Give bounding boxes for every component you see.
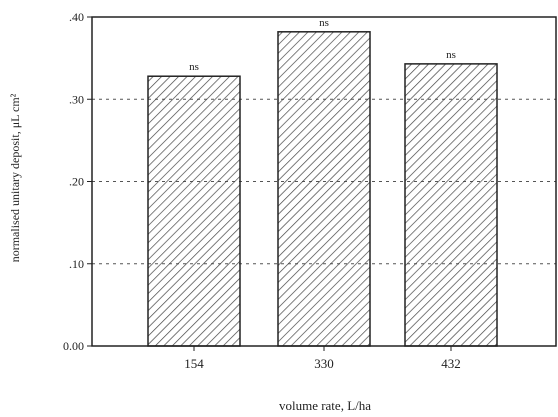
bar xyxy=(404,63,498,347)
y-axis-ticks: 0.00 .10 .20 .30 .40 xyxy=(63,10,92,353)
y-tick-label: .20 xyxy=(69,175,84,189)
y-tick-label: .10 xyxy=(69,257,84,271)
x-axis-label: volume rate, L/ha xyxy=(279,398,371,413)
x-tick-label: 154 xyxy=(184,356,204,371)
bar-significance-label: ns xyxy=(189,61,199,73)
y-tick-label: .30 xyxy=(69,92,84,106)
x-tick-label: 432 xyxy=(441,356,461,371)
bar xyxy=(147,75,241,347)
bars xyxy=(147,31,498,347)
y-axis-label: normalised unitary deposit, μL cm² xyxy=(8,93,22,262)
x-tick-label: 330 xyxy=(314,356,334,371)
x-axis-ticks: 154 330 432 xyxy=(184,346,461,371)
y-tick-label: 0.00 xyxy=(63,339,84,353)
bar-significance-label: ns xyxy=(446,49,456,61)
bar xyxy=(277,31,371,347)
bar-labels: ns ns ns xyxy=(189,17,456,73)
y-tick-label: .40 xyxy=(69,10,84,24)
bar-significance-label: ns xyxy=(319,17,329,29)
